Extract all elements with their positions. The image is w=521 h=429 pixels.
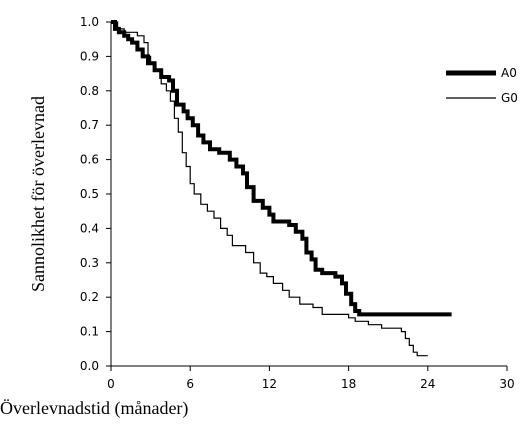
series-line-a0	[111, 20, 452, 317]
series-line-g0	[111, 21, 428, 357]
x-ticks: 0 6 12 18 24 30	[107, 366, 515, 391]
y-tick-label: 0.1	[80, 325, 99, 339]
y-tick-label: 0.4	[80, 221, 99, 235]
y-ticks: 0.0 0.1 0.2 0.3 0.4 0.5 0.6 0.7 0.8 0.9 1.0	[80, 15, 111, 373]
y-tick-label: 0.0	[80, 359, 99, 373]
x-axis-title: Överlevnadstid (månader)	[0, 398, 188, 419]
y-tick-label: 0.7	[80, 118, 99, 132]
legend-label-a0: A0	[501, 66, 517, 80]
y-axis-title: Sannolikhet för överlevnad	[28, 96, 48, 292]
x-tick-label: 30	[499, 377, 514, 391]
x-tick-label: 0	[107, 377, 115, 391]
legend-label-g0: G0	[501, 91, 518, 105]
y-tick-label: 0.3	[80, 256, 99, 270]
x-tick-label: 6	[186, 377, 194, 391]
y-tick-label: 0.8	[80, 84, 99, 98]
plot-area	[111, 20, 452, 357]
x-tick-label: 12	[262, 377, 277, 391]
y-tick-label: 0.2	[80, 290, 99, 304]
y-tick-label: 0.9	[80, 49, 99, 63]
legend: A0 G0	[446, 66, 518, 105]
x-tick-label: 24	[420, 377, 435, 391]
y-tick-label: 0.6	[80, 153, 99, 167]
y-tick-label: 1.0	[80, 15, 99, 29]
y-tick-label: 0.5	[80, 187, 99, 201]
x-tick-label: 18	[341, 377, 356, 391]
